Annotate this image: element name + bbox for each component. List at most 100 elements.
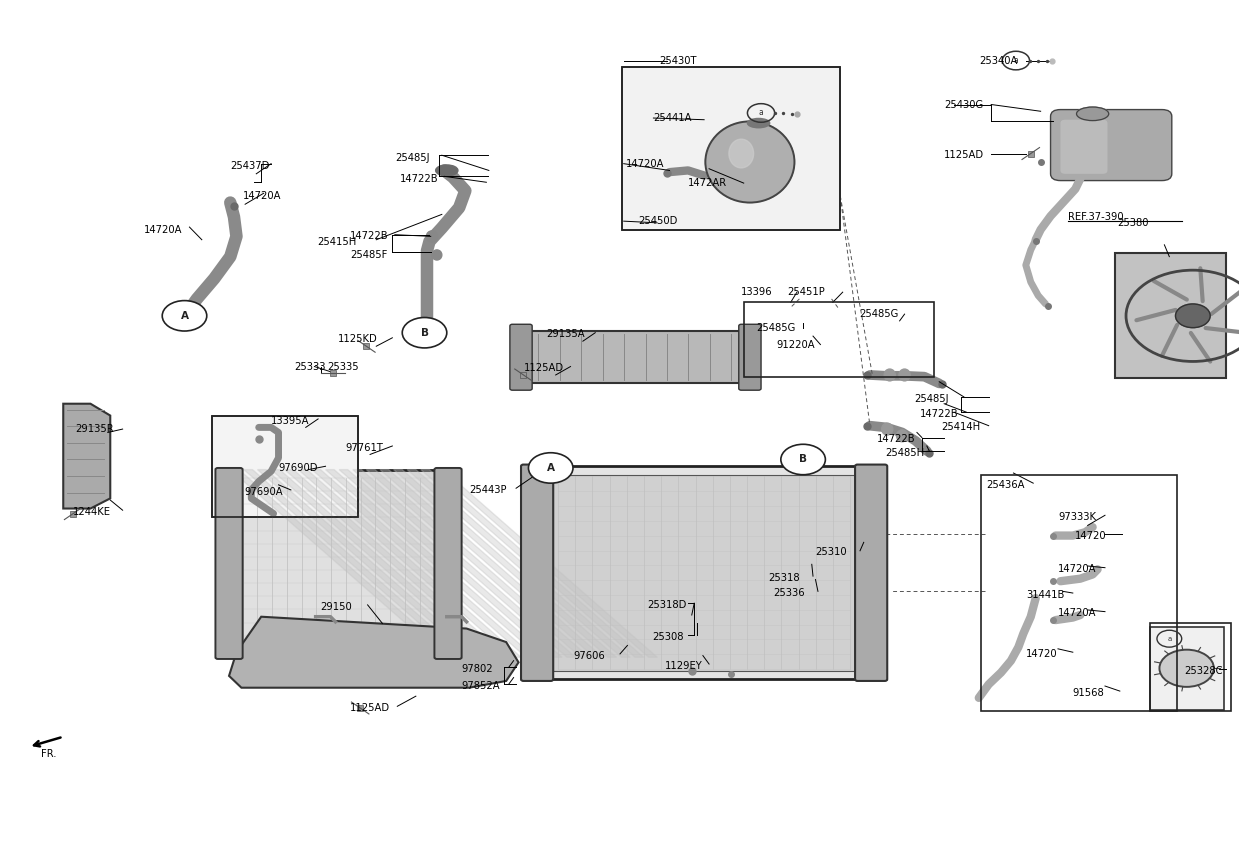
- Ellipse shape: [899, 369, 910, 381]
- Text: 25328C: 25328C: [1184, 666, 1223, 676]
- Text: 14720A: 14720A: [144, 225, 182, 235]
- Text: 13396: 13396: [742, 287, 773, 297]
- FancyBboxPatch shape: [1149, 627, 1224, 710]
- Text: 1125KD: 1125KD: [339, 334, 378, 344]
- Polygon shape: [229, 616, 518, 688]
- Text: 25308: 25308: [652, 632, 683, 642]
- Ellipse shape: [435, 165, 458, 176]
- FancyBboxPatch shape: [521, 331, 744, 383]
- Polygon shape: [379, 470, 603, 657]
- Text: REF.37-390: REF.37-390: [1068, 212, 1123, 222]
- Polygon shape: [312, 470, 534, 657]
- FancyBboxPatch shape: [553, 475, 856, 671]
- FancyBboxPatch shape: [536, 466, 873, 679]
- Polygon shape: [326, 470, 548, 657]
- Text: 25310: 25310: [816, 548, 847, 557]
- Text: 14720: 14720: [1075, 531, 1107, 540]
- Text: FR.: FR.: [41, 749, 57, 759]
- Polygon shape: [285, 470, 507, 657]
- Text: 14720A: 14720A: [1058, 565, 1096, 574]
- Text: 14722B: 14722B: [878, 434, 916, 444]
- Circle shape: [402, 317, 446, 348]
- Text: A: A: [181, 311, 188, 321]
- Text: 97802: 97802: [461, 664, 494, 674]
- Text: 29150: 29150: [321, 601, 352, 611]
- Polygon shape: [393, 470, 616, 657]
- Circle shape: [1176, 304, 1210, 327]
- Text: 25485G: 25485G: [756, 322, 796, 332]
- FancyArrowPatch shape: [1136, 310, 1176, 321]
- Text: 13395A: 13395A: [272, 416, 310, 426]
- Polygon shape: [420, 470, 644, 657]
- Text: 25450D: 25450D: [639, 216, 678, 226]
- Text: 1129EY: 1129EY: [665, 661, 702, 671]
- FancyBboxPatch shape: [856, 465, 888, 681]
- FancyBboxPatch shape: [1115, 254, 1226, 378]
- FancyBboxPatch shape: [212, 416, 357, 517]
- Ellipse shape: [882, 423, 893, 435]
- Text: 97606: 97606: [573, 650, 605, 661]
- Polygon shape: [340, 470, 562, 657]
- FancyBboxPatch shape: [1050, 109, 1172, 181]
- Polygon shape: [434, 470, 657, 657]
- FancyArrowPatch shape: [1211, 291, 1240, 314]
- Text: 97333K: 97333K: [1058, 512, 1096, 522]
- Text: 1125AD: 1125AD: [523, 363, 564, 373]
- Ellipse shape: [897, 430, 908, 442]
- Text: 25414H: 25414H: [941, 422, 981, 432]
- Text: 14720: 14720: [1025, 649, 1058, 659]
- Polygon shape: [272, 470, 494, 657]
- Text: 1244KE: 1244KE: [73, 507, 112, 517]
- Text: 14720A: 14720A: [243, 191, 281, 201]
- Polygon shape: [407, 470, 630, 657]
- Polygon shape: [366, 470, 589, 657]
- Text: 25485G: 25485G: [859, 310, 898, 319]
- FancyBboxPatch shape: [622, 67, 841, 230]
- Text: 25318D: 25318D: [647, 600, 687, 610]
- Text: 25451P: 25451P: [787, 287, 825, 297]
- Text: 97852A: 97852A: [461, 681, 500, 691]
- Text: 25436A: 25436A: [986, 480, 1024, 490]
- Text: 14722B: 14722B: [399, 174, 439, 184]
- Text: a: a: [1013, 56, 1018, 65]
- Text: 14722B: 14722B: [919, 409, 959, 419]
- Text: 1125AD: 1125AD: [350, 703, 391, 713]
- Ellipse shape: [1076, 107, 1109, 120]
- Text: 1472AR: 1472AR: [688, 178, 727, 188]
- Polygon shape: [299, 470, 521, 657]
- Text: 25318: 25318: [769, 573, 800, 583]
- Text: 25430T: 25430T: [660, 56, 697, 65]
- Polygon shape: [63, 404, 110, 509]
- Polygon shape: [258, 470, 480, 657]
- Text: 91568: 91568: [1073, 688, 1105, 698]
- Text: 25335: 25335: [327, 361, 358, 371]
- Circle shape: [781, 444, 826, 475]
- Text: 14720A: 14720A: [626, 159, 665, 169]
- Text: 25485H: 25485H: [885, 448, 924, 458]
- Text: 25485F: 25485F: [350, 250, 388, 260]
- Text: 29135R: 29135R: [76, 424, 114, 434]
- Ellipse shape: [748, 119, 770, 128]
- Text: 25340A: 25340A: [978, 56, 1017, 65]
- Polygon shape: [231, 470, 453, 657]
- Circle shape: [162, 300, 207, 331]
- Text: A: A: [547, 463, 554, 473]
- Text: 25333: 25333: [295, 361, 326, 371]
- FancyBboxPatch shape: [434, 468, 461, 659]
- Text: 25380: 25380: [1117, 218, 1149, 228]
- Polygon shape: [244, 470, 466, 657]
- Text: 25443P: 25443P: [469, 485, 507, 495]
- Circle shape: [1159, 650, 1214, 687]
- FancyBboxPatch shape: [521, 465, 553, 681]
- FancyArrowPatch shape: [1162, 325, 1177, 356]
- Text: 25485J: 25485J: [394, 153, 429, 163]
- FancyArrowPatch shape: [1190, 333, 1210, 361]
- Text: 1125AD: 1125AD: [944, 150, 985, 160]
- Text: 97761T: 97761T: [345, 443, 383, 453]
- Ellipse shape: [427, 231, 438, 242]
- Text: B: B: [799, 455, 807, 465]
- Text: 91220A: 91220A: [776, 339, 815, 349]
- Text: a: a: [759, 109, 764, 118]
- FancyBboxPatch shape: [510, 324, 532, 390]
- Text: 25437D: 25437D: [231, 161, 269, 171]
